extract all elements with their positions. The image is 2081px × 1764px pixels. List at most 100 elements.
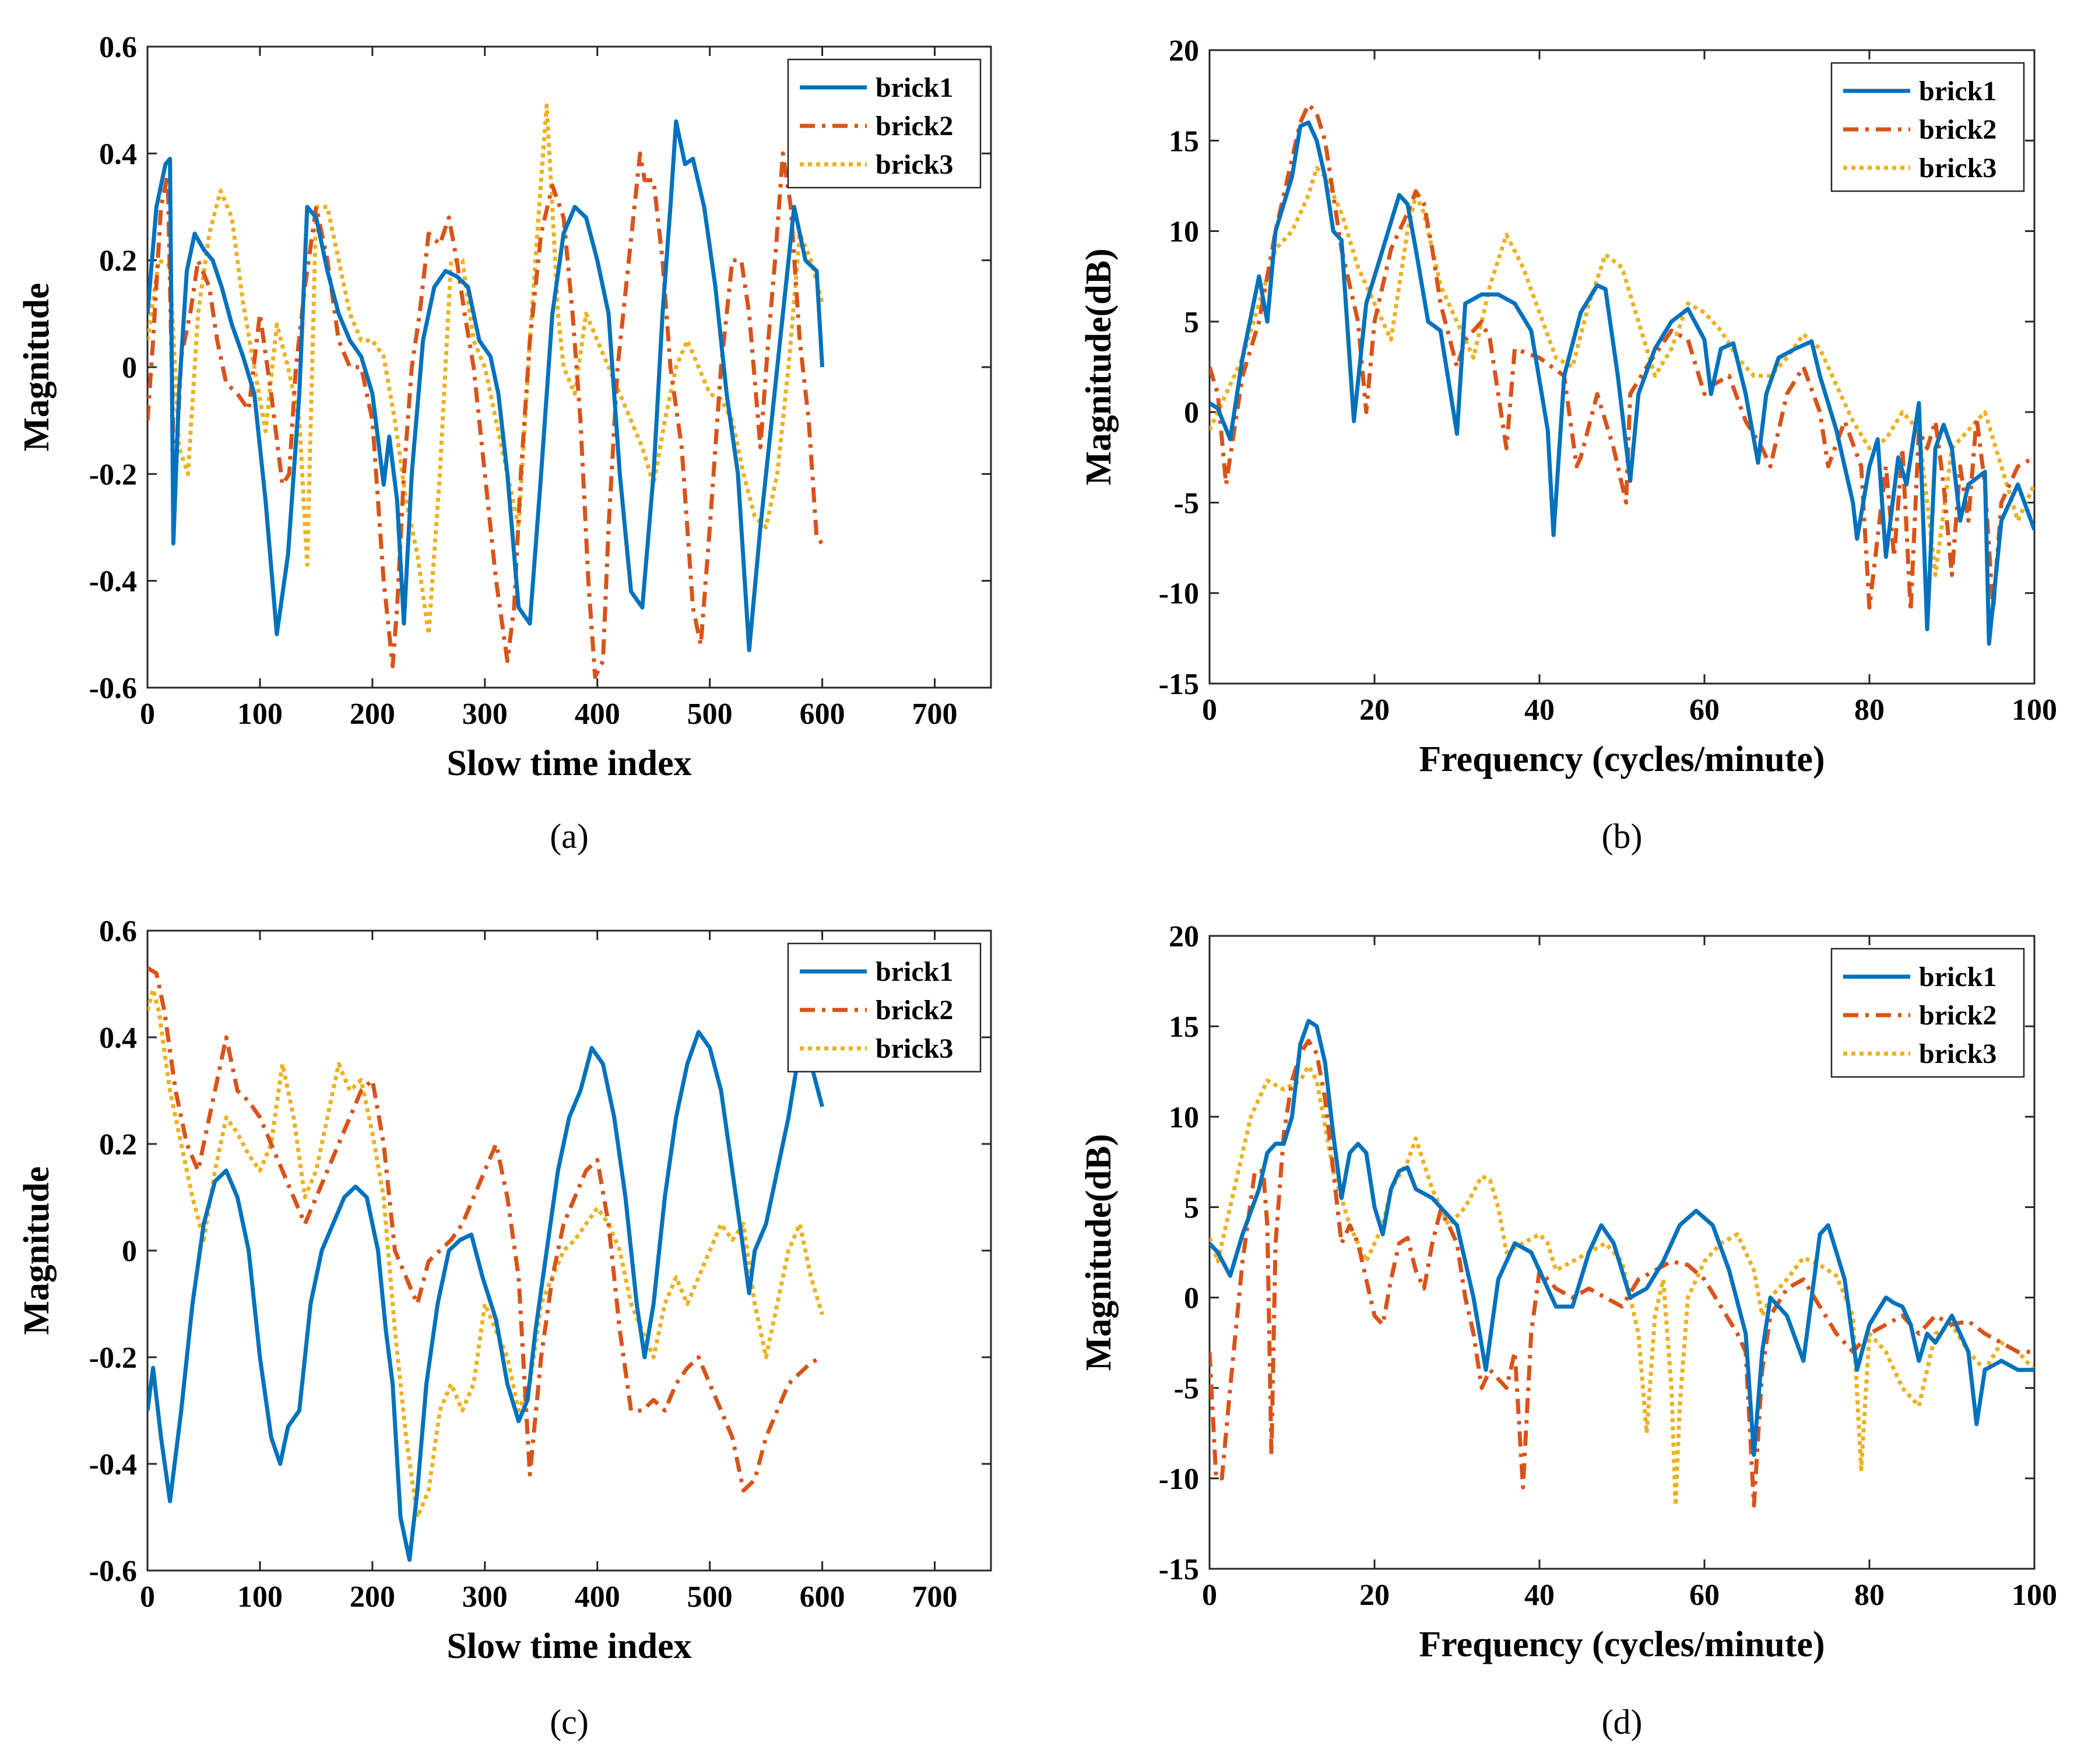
legend-label-brick2: brick2 <box>876 995 953 1026</box>
legend: brick1 brick2 brick3 <box>787 942 982 1073</box>
legend-label-brick2: brick2 <box>1919 1000 1996 1031</box>
x-tick-label: 700 <box>912 698 958 731</box>
legend-label-brick3: brick3 <box>876 149 953 180</box>
y-tick-label: 0.2 <box>99 245 137 278</box>
panel-caption: (c) <box>550 1703 589 1741</box>
y-tick-label: 0.6 <box>99 915 137 948</box>
x-tick-label: 600 <box>800 698 845 731</box>
legend-label-brick3: brick3 <box>876 1033 953 1064</box>
y-tick-label: 0.6 <box>99 31 137 64</box>
series-line-brick2 <box>147 966 824 1493</box>
y-tick-label: -0.6 <box>89 1555 137 1588</box>
y-tick-label: 0 <box>1184 396 1199 429</box>
y-tick-label: 0.4 <box>99 138 137 171</box>
series-line-brick1 <box>147 119 825 653</box>
y-tick-label: 10 <box>1169 1101 1199 1134</box>
series-line-brick3 <box>147 103 824 636</box>
plot-area-d <box>1208 935 2036 1570</box>
x-tick-label: 40 <box>1524 693 1555 727</box>
y-axis-label: Magnitude <box>17 1166 57 1335</box>
series-line-brick3 <box>147 987 824 1519</box>
y-axis-label: Magnitude <box>17 283 57 451</box>
x-tick-label: 400 <box>575 1580 620 1614</box>
series-line-brick2 <box>147 151 824 679</box>
x-tick-label: 80 <box>1854 693 1885 727</box>
x-tick-label: 500 <box>687 698 733 731</box>
x-tick-label: 200 <box>350 698 395 731</box>
x-tick-label: 20 <box>1359 1579 1390 1612</box>
panel-caption: (b) <box>1602 817 1643 855</box>
legend: brick1 brick2 brick3 <box>1830 948 2025 1078</box>
legend: brick1 brick2 brick3 <box>1830 62 2025 192</box>
x-tick-label: 0 <box>1202 693 1217 727</box>
y-tick-label: 0 <box>1184 1282 1199 1315</box>
x-tick-label: 0 <box>1202 1579 1217 1612</box>
x-tick-label: 40 <box>1524 1579 1555 1612</box>
y-tick-label: 15 <box>1169 1010 1199 1044</box>
x-tick-label: 100 <box>237 1580 283 1614</box>
panel-caption: (a) <box>550 817 589 855</box>
legend-label-brick1: brick1 <box>876 72 953 103</box>
series-line-brick1 <box>1210 1019 2034 1457</box>
y-tick-label: -10 <box>1159 578 1199 611</box>
y-tick-label: -0.4 <box>89 1448 137 1481</box>
y-tick-label: -5 <box>1174 1372 1199 1406</box>
x-tick-label: 60 <box>1689 1579 1720 1612</box>
x-tick-label: 80 <box>1854 1579 1885 1612</box>
panel-caption: (d) <box>1602 1703 1643 1741</box>
legend: brick1 brick2 brick3 <box>787 58 982 189</box>
legend-label-brick2: brick2 <box>1919 114 1996 145</box>
y-tick-label: -15 <box>1159 668 1199 701</box>
legend-label-brick1: brick1 <box>1919 76 1996 107</box>
x-tick-label: 200 <box>350 1580 395 1614</box>
series-line-brick1 <box>147 1030 824 1562</box>
y-tick-label: -0.2 <box>89 458 137 491</box>
y-tick-label: 5 <box>1184 1191 1199 1224</box>
y-tick-label: 0 <box>122 351 137 385</box>
y-tick-label: -5 <box>1174 487 1199 520</box>
panel-d: 0 20 40 60 80 100 -15 -10 -5 0 5 10 15 20 Frequency (c… <box>1079 920 2057 1741</box>
y-tick-label: 0.4 <box>99 1022 137 1055</box>
legend-label-brick2: brick2 <box>876 111 953 142</box>
series-line-brick1 <box>1210 120 2034 646</box>
x-tick-label: 0 <box>140 1580 155 1614</box>
x-tick-label: 60 <box>1689 693 1720 727</box>
y-tick-label: 20 <box>1169 34 1199 68</box>
x-tick-label: 600 <box>800 1580 845 1614</box>
x-tick-label: 100 <box>2012 693 2057 727</box>
y-tick-label: -15 <box>1159 1553 1199 1586</box>
y-axis-label: Magnitude(dB) <box>1079 1134 1119 1371</box>
x-axis-label: Frequency (cycles/minute) <box>1419 1625 1825 1664</box>
y-tick-label: 20 <box>1169 920 1199 953</box>
x-axis-label: Frequency (cycles/minute) <box>1419 740 1825 779</box>
x-tick-label: 100 <box>2012 1579 2057 1612</box>
series-line-brick3 <box>1210 1064 2034 1508</box>
legend-label-brick1: brick1 <box>876 956 953 987</box>
x-tick-label: 700 <box>912 1580 958 1614</box>
x-axis-label: Slow time index <box>447 1626 691 1666</box>
y-tick-label: 10 <box>1169 216 1199 249</box>
x-tick-label: 500 <box>687 1580 733 1614</box>
y-tick-label: -0.2 <box>89 1342 137 1375</box>
y-tick-label: 5 <box>1184 306 1199 339</box>
x-tick-label: 20 <box>1359 693 1390 727</box>
panel-b: 0 20 40 60 80 100 -15 -10 -5 0 5 10 15 20 Frequency (c… <box>1079 34 2057 855</box>
y-tick-label: 15 <box>1169 125 1199 158</box>
y-tick-label: 0.2 <box>99 1128 137 1161</box>
x-tick-label: 300 <box>462 698 508 731</box>
x-tick-label: 100 <box>237 698 283 731</box>
panel-c: 0 100 200 300 400 500 600 700 -0.6 -0.4 -0.2 0 0.2 0.… <box>17 915 992 1741</box>
series-line-brick2 <box>1210 102 2034 614</box>
y-tick-label: -0.6 <box>89 672 137 705</box>
y-tick-label: -0.4 <box>89 565 137 598</box>
panel-a: 0 100 200 300 400 500 600 700 -0.6 -0.4 -0.2 0 0.2 0.… <box>17 31 992 855</box>
series-line-brick2 <box>1210 1038 2034 1508</box>
y-axis-label: Magnitude(dB) <box>1079 248 1119 485</box>
y-tick-label: 0 <box>122 1235 137 1268</box>
y-tick-label: -10 <box>1159 1463 1199 1496</box>
x-tick-label: 400 <box>575 698 620 731</box>
legend-label-brick3: brick3 <box>1919 153 1996 184</box>
x-tick-label: 0 <box>140 698 155 731</box>
x-axis-label: Slow time index <box>447 744 691 783</box>
